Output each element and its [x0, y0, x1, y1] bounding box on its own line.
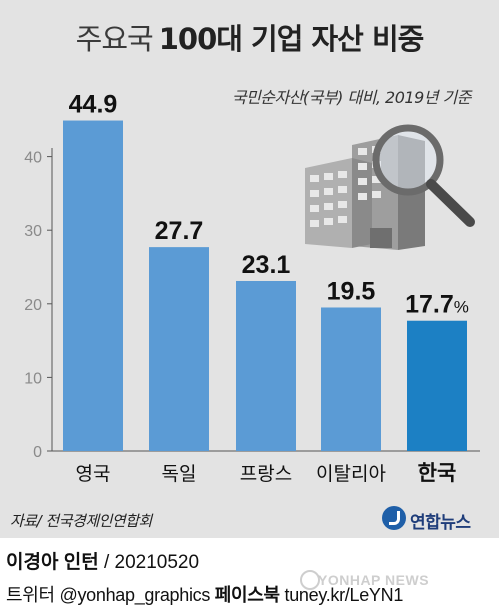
bar	[63, 120, 123, 451]
y-tick-label: 30	[24, 223, 42, 240]
chart-subtitle: 국민순자산(국부) 대비, 2019년 기준	[231, 88, 472, 107]
y-tick-label: 0	[33, 444, 42, 461]
data-label: 27.7	[155, 217, 204, 245]
bar-chart: 0 10 20 30 40 44.9 영국 27.7 독일 23.1 프랑스 19.5 이탈리아 17.…	[24, 91, 480, 485]
y-tick-label: 40	[24, 150, 42, 167]
bar-highlight	[407, 320, 467, 451]
building-magnifier-illustration	[305, 124, 475, 250]
credit-line: 이경아 인턴 / 20210520	[6, 547, 199, 574]
credit-date: / 20210520	[98, 552, 200, 573]
data-label: 23.1	[242, 251, 291, 279]
social-line: 트위터 @yonhap_graphics 페이스북 tuney.kr/LeYN1	[6, 581, 403, 607]
title-main: 100대 기업 자산 비중	[158, 22, 425, 56]
facebook-url: tuney.kr/LeYN1	[284, 585, 404, 605]
chart-title: 주요국 100대 기업 자산 비중	[0, 16, 499, 58]
chart-card: 주요국 100대 기업 자산 비중 국민순자산(국부) 대비, 2019년 기준	[0, 0, 499, 538]
bar	[321, 307, 381, 451]
yonhap-logo-text: 연합뉴스	[410, 513, 471, 533]
yonhap-logo-icon	[382, 506, 406, 530]
watermark-icon	[300, 570, 320, 590]
category-label: 독일	[162, 463, 197, 485]
data-label: 44.9	[69, 91, 118, 119]
watermark: YONHAP NEWS	[318, 572, 430, 588]
y-tick-label: 10	[24, 370, 42, 387]
facebook-label: 페이스북	[214, 585, 280, 605]
bar	[149, 247, 209, 451]
category-label: 프랑스	[240, 463, 292, 485]
data-label: 17.7%	[405, 291, 469, 319]
credit-name: 이경아 인턴	[6, 552, 99, 573]
source-note: 자료/ 전국경제인연합회	[10, 512, 152, 530]
y-tick-label: 20	[24, 297, 42, 314]
title-prefix: 주요국	[75, 22, 154, 56]
bar	[236, 280, 296, 451]
category-label: 영국	[76, 463, 111, 485]
twitter-handle: 트위터 @yonhap_graphics	[6, 585, 211, 605]
category-label: 한국	[418, 462, 457, 485]
category-label: 이탈리아	[316, 463, 386, 485]
data-label: 19.5	[327, 277, 376, 305]
